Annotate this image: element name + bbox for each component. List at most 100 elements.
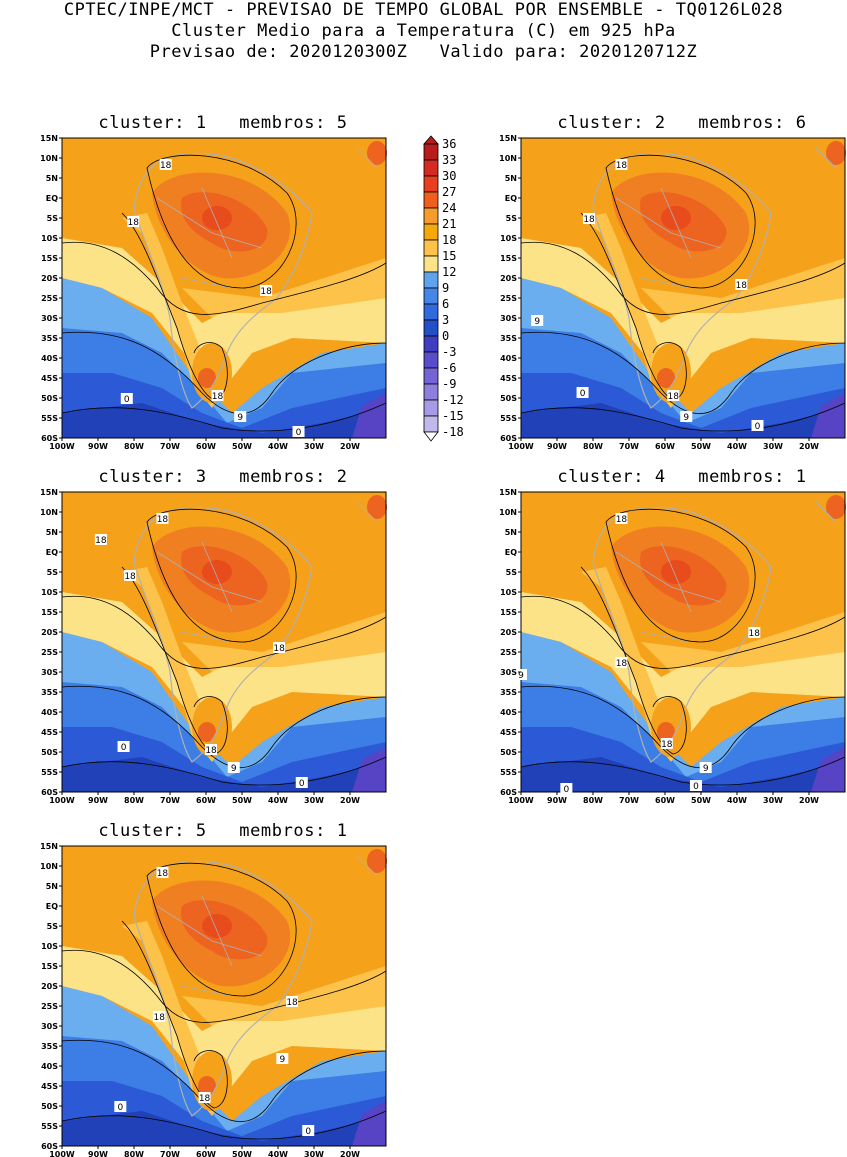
contour-18-amazon: [146, 154, 297, 289]
contour-label-text: 18: [749, 629, 761, 639]
lat-label: 40S: [41, 354, 58, 363]
lon-label: 30W: [304, 442, 324, 451]
lat-label: 25S: [500, 294, 517, 303]
contour-label-text: 18: [583, 215, 595, 225]
field-below-0: [521, 403, 845, 438]
colorbar-swatch: [423, 303, 439, 321]
lon-label: 70W: [619, 442, 639, 451]
colorbar-label: -9: [442, 377, 456, 391]
lat-label: 10N: [40, 862, 58, 871]
contour-label-box: [117, 741, 130, 752]
contour-label-text: 0: [296, 428, 302, 438]
colorbar-label: 15: [442, 249, 456, 263]
lat-label: 45S: [41, 1082, 58, 1091]
contour-label-box: [159, 159, 172, 170]
lat-label: 50S: [41, 748, 58, 757]
contour-0: [61, 756, 387, 786]
map-panel-3: 18 18 18 18 18 9 0 0 15N 10N 5N EQ 5S 10S 15S 20S 25S 30S…: [40, 488, 387, 805]
contour-label: 0: [117, 741, 130, 753]
colorbar-label: 9: [442, 281, 449, 295]
lat-label: 60S: [41, 434, 58, 443]
lon-label: 20W: [340, 796, 360, 805]
lat-label: 10N: [499, 154, 517, 163]
lon-label: 80W: [124, 442, 144, 451]
lat-label: 15S: [41, 608, 58, 617]
contour-label: 18: [735, 279, 748, 291]
contour-label: 18: [94, 534, 107, 546]
contour-label-text: 18: [661, 740, 673, 750]
map-frame: [61, 845, 387, 1147]
coastline-africa: [815, 147, 837, 169]
lon-label: 40W: [268, 442, 288, 451]
lat-label: 55S: [500, 768, 517, 777]
lon-label: 40W: [727, 796, 747, 805]
contour-label-text: 0: [755, 422, 761, 432]
colorbar-label: 18: [442, 233, 456, 247]
contour-label: 18: [660, 738, 673, 750]
lon-label: 20W: [340, 1150, 360, 1157]
lat-label: 15N: [499, 134, 517, 143]
map-panel-1: 18 18 18 18 9 0 0 15N 10N 5N EQ 5S 10S 15S 20S 25S 30S 35…: [40, 134, 387, 451]
coastline-africa: [356, 147, 378, 169]
lat-label: 60S: [41, 1142, 58, 1151]
colorbar-swatch: [423, 335, 439, 353]
lat-label: 55S: [41, 1122, 58, 1131]
colorbar-label: 21: [442, 217, 456, 231]
contour-label-box: [583, 213, 596, 224]
colorbar-swatch: [423, 351, 439, 369]
lon-label: 100W: [49, 1150, 75, 1157]
colorbar-swatch: [423, 271, 439, 289]
contour-label-text: 0: [124, 395, 130, 405]
lat-label: 25S: [500, 648, 517, 657]
lat-label: 40S: [41, 1062, 58, 1071]
contour-label: 9: [276, 1053, 289, 1065]
lat-label: 15S: [41, 254, 58, 263]
contour-label-text: 9: [279, 1055, 285, 1065]
field-below-0: [62, 1111, 386, 1146]
contour-label-text: 18: [212, 392, 224, 402]
contour-18-south: [61, 241, 387, 315]
panel-title-2: cluster: 2 membros: 6: [557, 113, 807, 133]
lat-label: 10S: [500, 234, 517, 243]
lat-label: 40S: [41, 708, 58, 717]
contour-9: [520, 331, 846, 415]
contour-label-box: [286, 996, 299, 1007]
contour-label-box: [211, 390, 224, 401]
lon-label: 100W: [508, 442, 534, 451]
map-frame: [61, 137, 387, 439]
colorbar-label: -6: [442, 361, 456, 375]
contour-label: 0: [751, 420, 764, 432]
lon-label: 30W: [763, 796, 783, 805]
contour-label-box: [531, 315, 544, 326]
contour-label-box: [515, 669, 527, 680]
colorbar-swatch: [423, 319, 439, 337]
map-frame: [520, 137, 846, 439]
map-frame: [520, 491, 846, 793]
contour-label-box: [94, 534, 107, 545]
contour-label: 0: [114, 1101, 127, 1113]
lat-label: 5S: [47, 568, 59, 577]
coastline-south-america: [592, 506, 772, 763]
contour-label-box: [124, 570, 137, 581]
lat-label: 10S: [41, 234, 58, 243]
contour-label-text: 0: [305, 1127, 311, 1137]
contour-label-box: [276, 1053, 289, 1064]
contour-label-box: [234, 411, 247, 422]
lat-label: 20S: [500, 628, 517, 637]
lon-label: 100W: [49, 796, 75, 805]
contour-18-amazon: [146, 862, 297, 997]
contour-label: 18: [198, 1092, 211, 1104]
colorbar-label: -3: [442, 345, 456, 359]
lon-label: 70W: [160, 442, 180, 451]
lon-label: 90W: [547, 442, 567, 451]
contour-18-south: [61, 595, 387, 669]
contour-label: 0: [560, 783, 573, 795]
field-ne-spot: [826, 495, 846, 519]
map-panel-5: 18 18 18 18 9 0 0 15N 10N 5N EQ 5S 10S 15S 20S 25S 30S 35…: [40, 842, 387, 1157]
contour-18-andes: [121, 212, 228, 401]
field-cold-corner: [811, 393, 845, 438]
contour-18-south: [61, 949, 387, 1023]
contour-label-box: [295, 777, 308, 788]
lon-label: 90W: [88, 1150, 108, 1157]
